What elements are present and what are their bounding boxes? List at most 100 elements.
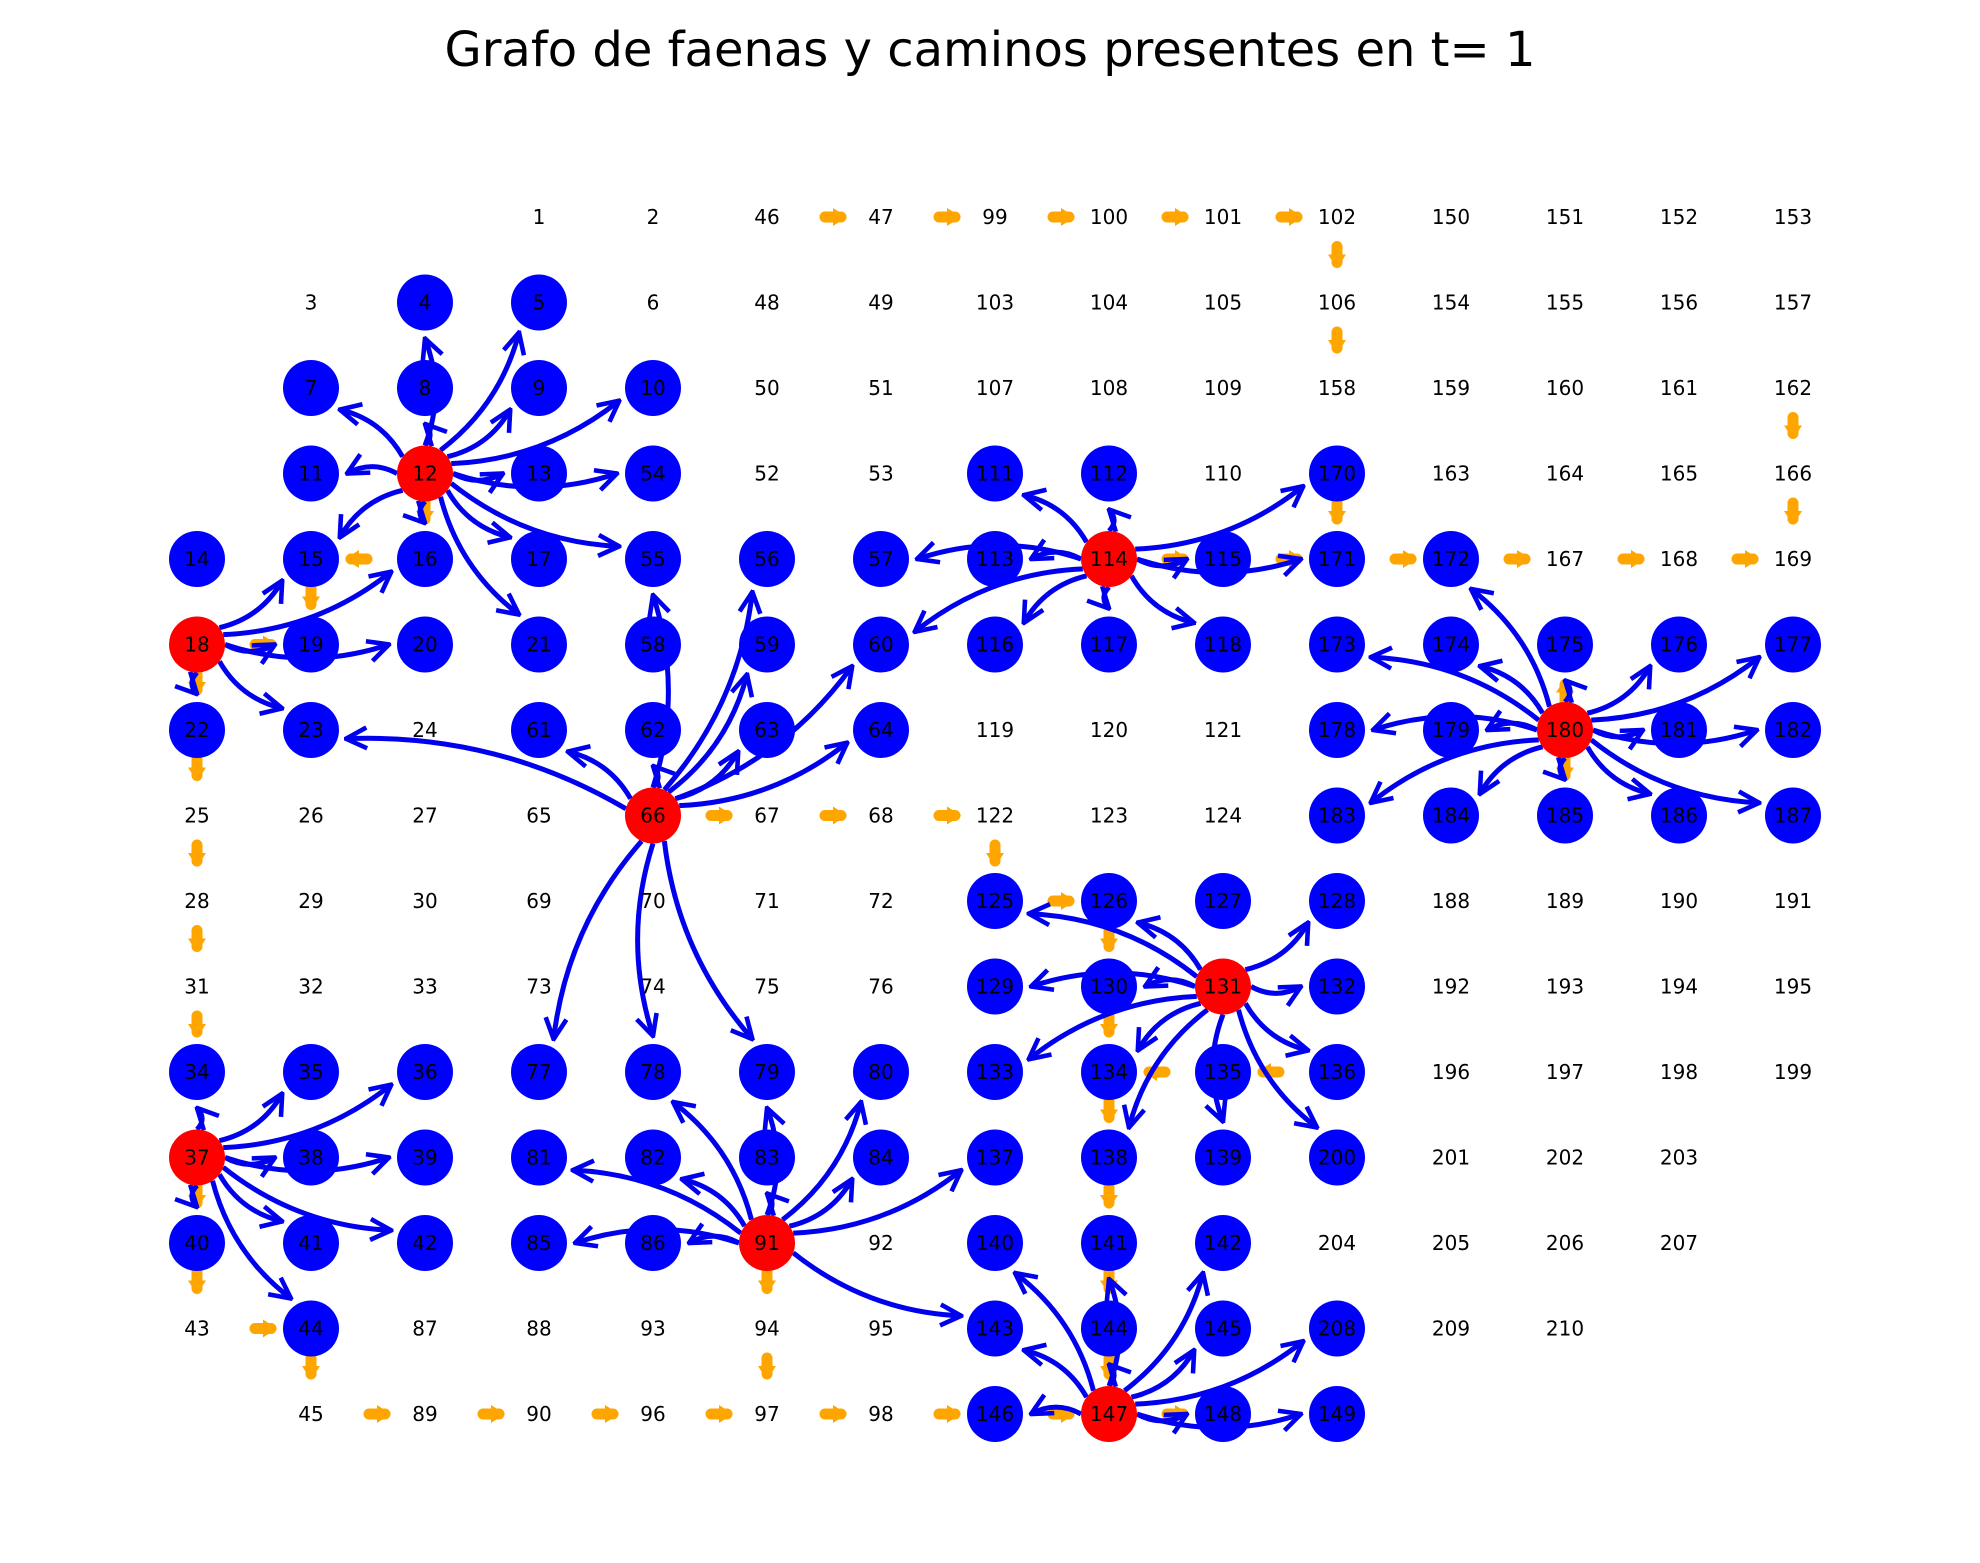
node-90: 90 <box>526 1402 551 1426</box>
node-190: 190 <box>1660 889 1698 913</box>
existing-road-101-102 <box>1275 208 1303 226</box>
node-label-198: 198 <box>1660 1060 1698 1084</box>
node-label-84: 84 <box>868 1146 893 1170</box>
node-label-48: 48 <box>754 291 779 315</box>
node-44: 44 <box>283 1300 339 1357</box>
node-label-21: 21 <box>526 633 551 657</box>
road-arc-66-56 <box>662 592 752 792</box>
road-arc-114-118 <box>1129 574 1194 623</box>
node-label-31: 31 <box>184 975 209 999</box>
node-label-104: 104 <box>1090 291 1128 315</box>
road-arc-147-143 <box>1024 1350 1089 1399</box>
node-label-85: 85 <box>526 1231 551 1255</box>
node-157: 157 <box>1774 291 1812 315</box>
road-arc-180-187 <box>1589 737 1759 803</box>
road-arc-147-144 <box>1109 1365 1114 1388</box>
road-arc-131-125 <box>1029 914 1199 979</box>
node-label-172: 172 <box>1432 547 1470 571</box>
node-label-70: 70 <box>640 889 665 913</box>
road-arc-66-63 <box>674 752 738 802</box>
node-46: 46 <box>754 205 779 229</box>
node-label-2: 2 <box>647 205 660 229</box>
node-193: 193 <box>1546 975 1584 999</box>
node-12: 12 <box>397 445 453 502</box>
node-170: 170 <box>1309 445 1365 502</box>
node-138: 138 <box>1081 1129 1137 1186</box>
node-113: 113 <box>967 531 1023 587</box>
road-arc-91-80 <box>781 1102 861 1222</box>
node-56: 56 <box>739 531 795 587</box>
node-40: 40 <box>169 1215 225 1271</box>
node-29: 29 <box>298 889 323 913</box>
node-88: 88 <box>526 1317 551 1341</box>
node-label-177: 177 <box>1774 633 1812 657</box>
node-label-6: 6 <box>647 291 660 315</box>
road-arc-114-112 <box>1109 510 1114 533</box>
node-22: 22 <box>169 702 225 758</box>
node-115: 115 <box>1195 531 1251 587</box>
node-label-79: 79 <box>754 1060 779 1084</box>
road-arc-91-143 <box>791 1250 961 1316</box>
node-label-191: 191 <box>1774 889 1812 913</box>
node-label-30: 30 <box>412 889 437 913</box>
node-50: 50 <box>754 376 779 400</box>
node-132: 132 <box>1309 958 1365 1015</box>
existing-road-106-158 <box>1328 326 1346 354</box>
node-188: 188 <box>1432 889 1470 913</box>
node-18: 18 <box>169 616 225 673</box>
node-label-161: 161 <box>1660 376 1698 400</box>
node-67: 67 <box>754 804 779 828</box>
node-117: 117 <box>1081 616 1137 673</box>
node-label-176: 176 <box>1660 633 1698 657</box>
node-58: 58 <box>625 616 681 673</box>
node-label-129: 129 <box>976 975 1014 999</box>
node-label-147: 147 <box>1090 1402 1128 1426</box>
node-11: 11 <box>283 445 339 502</box>
node-96: 96 <box>640 1402 665 1426</box>
existing-road-130-134 <box>1100 1010 1118 1038</box>
node-59: 59 <box>739 616 795 673</box>
node-label-18: 18 <box>184 633 209 657</box>
road-arc-180-174 <box>1480 666 1545 715</box>
road-arc-180-186 <box>1585 745 1650 794</box>
existing-road-162-166 <box>1784 412 1802 440</box>
node-label-112: 112 <box>1090 462 1128 486</box>
node-139: 139 <box>1195 1129 1251 1186</box>
node-label-175: 175 <box>1546 633 1584 657</box>
road-arc-12-21 <box>438 496 519 615</box>
node-72: 72 <box>868 889 893 913</box>
node-label-122: 122 <box>976 804 1014 828</box>
node-135: 135 <box>1195 1044 1251 1100</box>
node-label-165: 165 <box>1660 462 1698 486</box>
road-arc-131-138 <box>1129 1007 1209 1128</box>
node-label-3: 3 <box>305 291 318 315</box>
node-label-144: 144 <box>1090 1317 1128 1341</box>
node-label-139: 139 <box>1204 1146 1242 1170</box>
node-177: 177 <box>1765 616 1821 673</box>
node-label-170: 170 <box>1318 462 1356 486</box>
node-label-12: 12 <box>412 462 437 486</box>
node-31: 31 <box>184 975 209 999</box>
node-158: 158 <box>1318 376 1356 400</box>
node-label-154: 154 <box>1432 291 1470 315</box>
road-arc-180-185 <box>1560 756 1565 780</box>
existing-road-67-68 <box>819 806 847 825</box>
node-7: 7 <box>283 360 339 416</box>
node-41: 41 <box>283 1215 339 1271</box>
node-label-197: 197 <box>1546 1060 1584 1084</box>
node-48: 48 <box>754 291 779 315</box>
node-label-67: 67 <box>754 804 779 828</box>
node-195: 195 <box>1774 975 1812 999</box>
node-label-92: 92 <box>868 1231 893 1255</box>
node-93: 93 <box>640 1317 665 1341</box>
node-label-137: 137 <box>976 1146 1014 1170</box>
node-label-35: 35 <box>298 1060 323 1084</box>
road-arc-91-78 <box>673 1102 754 1221</box>
node-label-8: 8 <box>419 376 432 400</box>
node-label-16: 16 <box>412 547 437 571</box>
node-label-162: 162 <box>1774 376 1812 400</box>
node-15: 15 <box>283 531 339 587</box>
node-137: 137 <box>967 1129 1023 1186</box>
existing-road-94-97 <box>758 1352 776 1380</box>
